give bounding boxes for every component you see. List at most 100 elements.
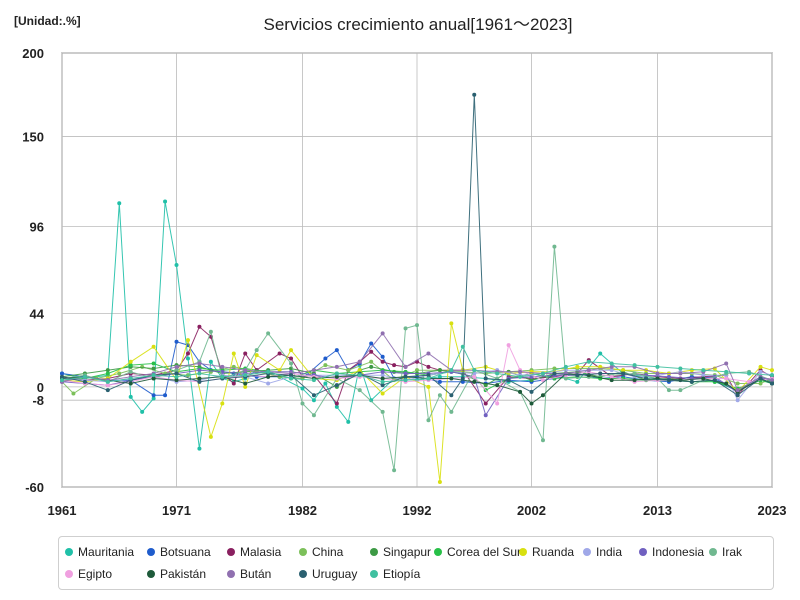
data-point — [472, 368, 477, 373]
data-point — [266, 331, 271, 336]
data-point — [632, 378, 637, 383]
data-point — [197, 379, 202, 384]
data-point — [437, 379, 442, 384]
legend-item[interactable]: Malasia — [227, 545, 281, 559]
data-point — [563, 376, 568, 381]
data-point — [128, 363, 133, 368]
data-point — [495, 371, 500, 376]
x-tick-label: 1992 — [403, 503, 432, 518]
data-point — [197, 446, 202, 451]
data-point — [311, 398, 316, 403]
data-point — [655, 364, 660, 369]
data-point — [346, 368, 351, 373]
data-point — [174, 374, 179, 379]
data-point — [151, 344, 156, 349]
data-point — [747, 371, 752, 376]
data-point — [609, 368, 614, 373]
data-point — [380, 376, 385, 381]
data-point — [563, 364, 568, 369]
data-point — [311, 368, 316, 373]
data-point — [60, 378, 64, 383]
legend-item[interactable]: India — [583, 545, 622, 559]
data-point — [380, 354, 385, 359]
data-point — [506, 343, 511, 348]
data-point — [346, 419, 351, 424]
data-point — [426, 373, 431, 378]
data-point — [609, 378, 614, 383]
data-point — [701, 376, 706, 381]
legend-item[interactable]: Corea del Sur — [434, 545, 521, 559]
data-point — [678, 371, 683, 376]
legend-item[interactable]: Indonesia — [639, 545, 704, 559]
data-point — [151, 393, 156, 398]
data-point — [231, 381, 236, 386]
data-point — [758, 381, 763, 386]
y-tick-label: -60 — [25, 480, 44, 495]
data-point — [403, 364, 408, 369]
data-point — [117, 371, 122, 376]
data-point — [758, 369, 763, 374]
data-point — [289, 356, 294, 361]
data-point — [369, 364, 374, 369]
data-point — [197, 368, 202, 373]
data-point — [357, 373, 362, 378]
data-point — [540, 371, 545, 376]
data-point — [403, 374, 408, 379]
data-point — [724, 361, 729, 366]
data-point — [380, 369, 385, 374]
legend-item[interactable]: Etiopía — [370, 567, 420, 581]
legend-item[interactable]: Ruanda — [519, 545, 574, 559]
legend-marker — [299, 547, 307, 556]
data-point — [266, 374, 271, 379]
data-point — [392, 468, 397, 473]
data-point — [483, 413, 488, 418]
data-point — [208, 329, 213, 334]
legend-item[interactable]: Bután — [227, 567, 271, 581]
data-point — [220, 401, 225, 406]
y-tick-label: 96 — [30, 220, 44, 235]
x-axis: 1961 1971 1982 1992 2002 2013 2023 — [48, 503, 787, 518]
legend-item[interactable]: Egipto — [65, 567, 112, 581]
legend-marker — [65, 569, 73, 578]
data-point — [220, 364, 225, 369]
data-point — [437, 368, 442, 373]
data-point — [449, 393, 454, 398]
data-point — [586, 359, 591, 364]
legend-item[interactable]: Mauritania — [65, 545, 134, 559]
data-point — [174, 368, 179, 373]
data-point — [518, 374, 523, 379]
data-point — [243, 373, 248, 378]
data-point — [105, 379, 110, 384]
legend-item[interactable]: China — [299, 545, 343, 559]
data-point — [758, 376, 763, 381]
data-point — [735, 398, 740, 403]
data-point — [311, 393, 316, 398]
data-point — [598, 351, 603, 356]
legend-item[interactable]: Singapur — [370, 545, 431, 559]
legend-item[interactable]: Pakistán — [147, 567, 206, 581]
data-point — [334, 374, 339, 379]
legend-label: China — [312, 545, 344, 559]
data-point — [552, 371, 557, 376]
legend: Mauritania Botsuana Malasia China Singapur Co… — [58, 536, 774, 590]
x-tick-label: 1982 — [288, 503, 317, 518]
legend-item[interactable]: Irak — [709, 545, 742, 559]
data-point — [380, 359, 385, 364]
data-point — [300, 401, 305, 406]
data-point — [231, 351, 236, 356]
data-point — [277, 368, 282, 373]
data-point — [380, 331, 385, 336]
series-line — [61, 246, 773, 471]
data-point — [495, 401, 500, 406]
legend-item[interactable]: Botsuana — [147, 545, 211, 559]
data-point — [311, 378, 316, 383]
data-point — [460, 344, 465, 349]
legend-item[interactable]: Uruguay — [299, 567, 357, 581]
legend-label: Singapur — [383, 545, 432, 559]
data-point — [449, 376, 454, 381]
data-point — [529, 401, 534, 406]
data-point — [632, 363, 637, 368]
data-point — [621, 368, 626, 373]
data-point — [609, 364, 614, 369]
